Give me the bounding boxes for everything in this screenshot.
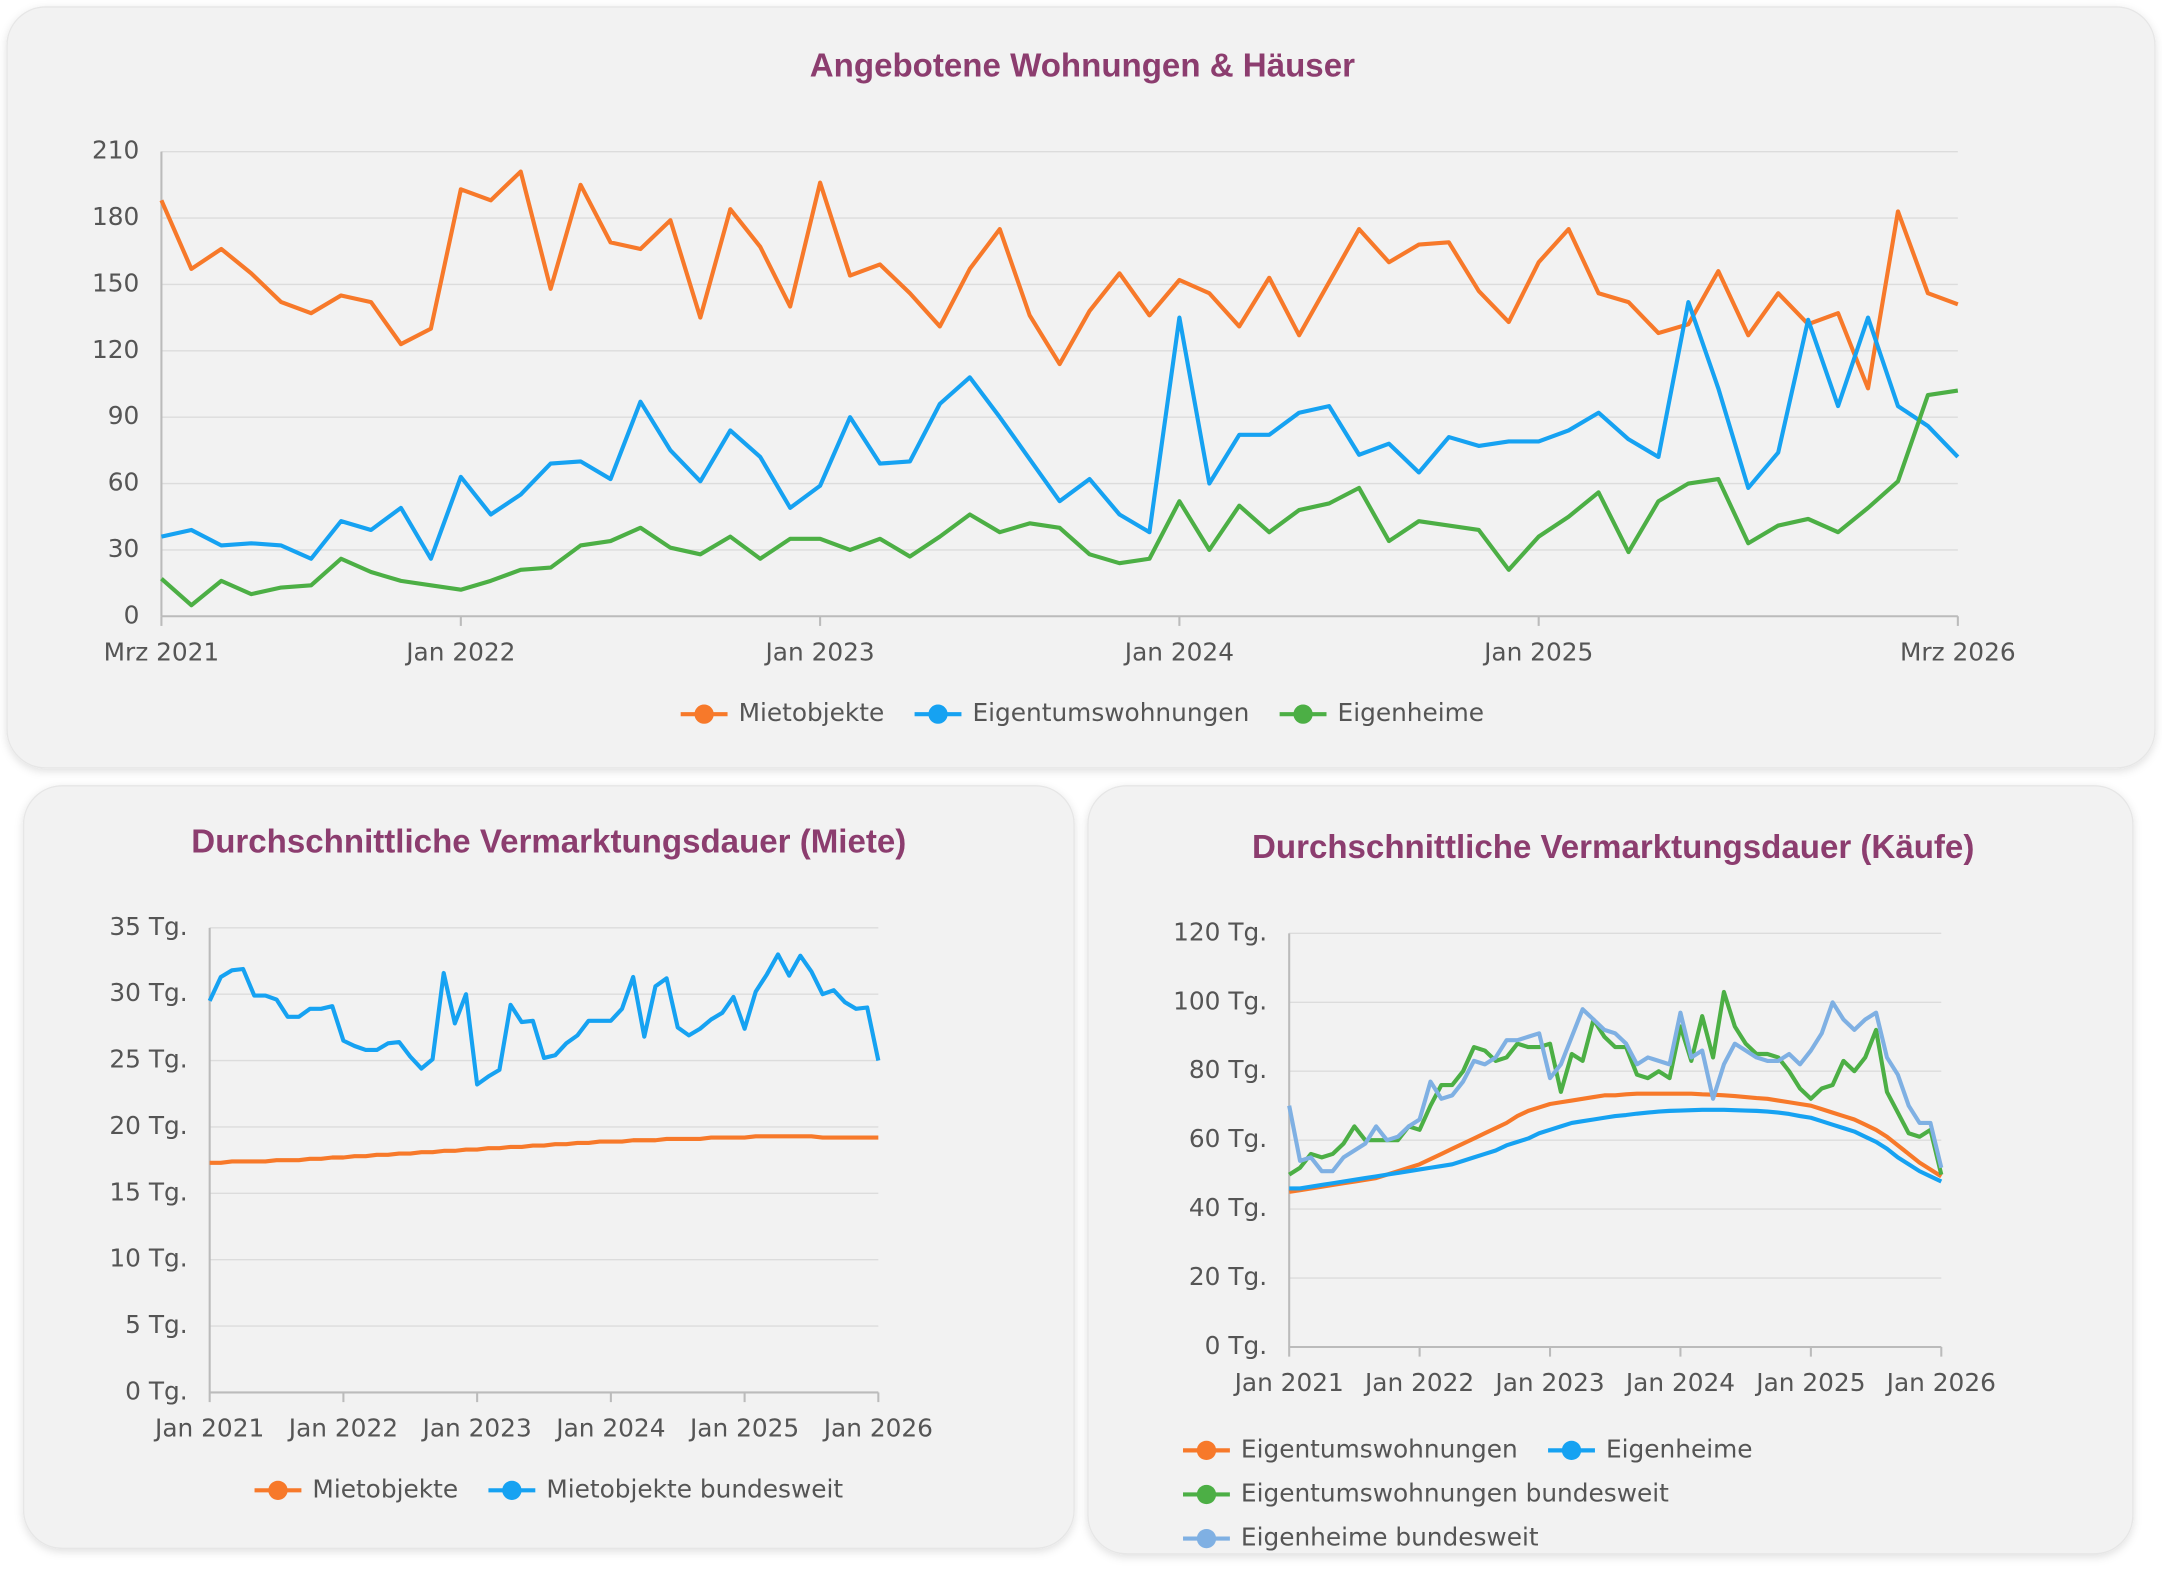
y-tick-label: 20 Tg. — [109, 1111, 187, 1140]
y-tick-label: 90 — [108, 401, 140, 430]
y-tick-label: 120 Tg. — [1173, 917, 1267, 946]
x-tick-label: Jan 2022 — [1363, 1368, 1474, 1397]
x-tick-label: Jan 2025 — [1482, 637, 1593, 666]
x-tick-label: Jan 2024 — [1624, 1368, 1735, 1397]
y-tick-label: 0 Tg. — [125, 1376, 187, 1405]
legend-dot — [694, 704, 714, 724]
series-line — [160, 300, 1960, 561]
series-line — [207, 952, 881, 1087]
legend-label: Mietobjekte bundesweit — [546, 1474, 843, 1503]
y-tick-label: 5 Tg. — [125, 1310, 187, 1339]
legend-label: Eigentumswohnungen bundesweit — [1241, 1478, 1669, 1507]
series-line — [1287, 1000, 1944, 1174]
y-tick-label: 10 Tg. — [109, 1244, 187, 1273]
x-tick-label: Jan 2024 — [1123, 637, 1234, 666]
legend-dot — [1196, 1440, 1217, 1461]
y-tick-label: 210 — [92, 136, 139, 165]
x-tick-label: Jan 2026 — [822, 1414, 933, 1443]
x-tick-label: Jan 2022 — [287, 1414, 398, 1443]
legend-label: Eigenheime — [1606, 1434, 1753, 1463]
legend-dot — [268, 1480, 288, 1501]
series-line — [209, 1134, 879, 1165]
y-tick-label: 30 — [108, 534, 140, 563]
x-tick-label: Jan 2021 — [153, 1414, 264, 1443]
legend-label: Eigenheime bundesweit — [1241, 1523, 1539, 1552]
legend-dot — [1561, 1440, 1582, 1461]
series-line — [1288, 989, 1944, 1177]
y-tick-label: 60 — [108, 468, 140, 497]
legend-label: Eigentumswohnungen — [972, 698, 1249, 727]
legend-dot — [928, 704, 948, 724]
y-tick-label: 15 Tg. — [109, 1177, 187, 1206]
series-line — [160, 388, 1959, 608]
chart-title: Durchschnittliche Vermarktungsdauer (Käu… — [1252, 829, 1974, 866]
y-tick-label: 40 Tg. — [1189, 1193, 1267, 1222]
y-tick-label: 100 Tg. — [1173, 986, 1267, 1015]
panel — [6, 6, 2156, 769]
y-tick-label: 30 Tg. — [109, 978, 187, 1007]
legend-label: Eigenheime — [1338, 698, 1485, 727]
x-tick-label: Jan 2025 — [1754, 1368, 1865, 1397]
chart-title: Angebotene Wohnungen & Häuser — [810, 47, 1355, 84]
x-tick-label: Jan 2023 — [421, 1414, 532, 1443]
x-tick-label: Jan 2026 — [1885, 1368, 1996, 1397]
y-tick-label: 0 — [124, 600, 140, 629]
y-tick-label: 60 Tg. — [1189, 1124, 1267, 1153]
y-tick-label: 120 — [92, 335, 139, 364]
legend-label: Mietobjekte — [312, 1474, 458, 1503]
legend-dot — [502, 1480, 522, 1501]
y-tick-label: 150 — [92, 268, 139, 297]
x-tick-label: Jan 2023 — [1493, 1368, 1604, 1397]
y-tick-label: 0 Tg. — [1205, 1331, 1267, 1360]
panel — [1087, 785, 2134, 1555]
chart-title: Durchschnittliche Vermarktungsdauer (Mie… — [191, 823, 906, 860]
y-tick-label: 35 Tg. — [109, 912, 187, 941]
series-line — [159, 169, 1959, 391]
x-tick-label: Mrz 2021 — [104, 637, 220, 666]
x-tick-label: Mrz 2026 — [1900, 637, 2016, 666]
legend-label: Mietobjekte — [739, 698, 885, 727]
y-tick-label: 180 — [92, 202, 139, 231]
x-tick-label: Jan 2021 — [1233, 1368, 1344, 1397]
y-tick-label: 80 Tg. — [1189, 1055, 1267, 1084]
legend-label: Eigentumswohnungen — [1241, 1434, 1518, 1463]
panel — [22, 785, 1075, 1549]
x-tick-label: Jan 2023 — [763, 637, 874, 666]
legend-dot — [1196, 1528, 1217, 1549]
y-tick-label: 20 Tg. — [1189, 1262, 1267, 1291]
x-tick-label: Jan 2025 — [688, 1414, 799, 1443]
legend-dot — [1293, 704, 1313, 724]
legend-dot — [1196, 1484, 1217, 1505]
series-line — [1289, 1107, 1943, 1191]
x-tick-label: Jan 2024 — [554, 1414, 665, 1443]
y-tick-label: 25 Tg. — [109, 1045, 187, 1074]
x-tick-label: Jan 2022 — [404, 637, 515, 666]
